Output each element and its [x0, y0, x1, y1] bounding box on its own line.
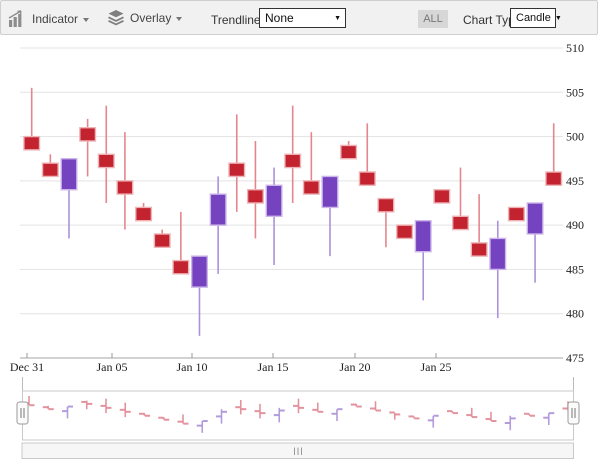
candlestick-chart: 510 505 500 495 490 485 480 475 Dec 31 Jan 05 Jan … — [0, 36, 600, 462]
x-axis-label: Jan 15 — [258, 360, 289, 374]
candlestick[interactable] — [527, 203, 543, 234]
y-axis-label: 480 — [566, 307, 584, 321]
candlestick[interactable] — [154, 234, 170, 247]
indicator-menu-label: Indicator — [32, 12, 78, 26]
y-axis-label: 475 — [566, 351, 584, 365]
candlestick[interactable] — [117, 181, 133, 194]
candlestick[interactable] — [378, 199, 394, 212]
candlestick[interactable] — [509, 207, 525, 220]
candlestick[interactable] — [434, 190, 450, 203]
candlestick[interactable] — [471, 243, 487, 256]
y-axis-label: 485 — [566, 262, 584, 276]
overlay-menu[interactable]: Overlay — [107, 9, 182, 26]
x-axis-label: Jan 10 — [177, 360, 208, 374]
candlestick[interactable] — [285, 154, 301, 167]
chevron-down-icon — [176, 17, 182, 21]
all-range-button[interactable]: ALL — [418, 10, 448, 28]
navigator-right-handle[interactable] — [568, 402, 579, 424]
y-axis-label: 500 — [566, 130, 584, 144]
candlestick[interactable] — [43, 163, 59, 176]
candlestick[interactable] — [546, 172, 562, 185]
candlestick[interactable] — [210, 194, 226, 225]
trendline-select[interactable]: None ▼ — [259, 8, 346, 28]
indicator-chart-icon — [8, 9, 27, 28]
trendline-label: Trendline — [211, 13, 261, 27]
x-axis-label: Jan 05 — [97, 360, 128, 374]
candlestick[interactable] — [490, 238, 506, 269]
chart-app: Indicator Overlay Trendline None ▼ ALL C… — [0, 0, 600, 462]
dropdown-arrow-icon: ▼ — [555, 15, 562, 22]
y-axis-label: 495 — [566, 174, 584, 188]
chart-type-select-value: Candle — [516, 12, 551, 24]
chart-type-select[interactable]: Candle ▼ — [510, 8, 556, 28]
toolbar: Indicator Overlay Trendline None ▼ ALL C… — [0, 0, 598, 35]
y-axis-label: 490 — [566, 218, 584, 232]
dropdown-arrow-icon: ▼ — [334, 15, 341, 22]
candlestick[interactable] — [248, 190, 264, 203]
chevron-down-icon — [83, 18, 89, 22]
candlestick[interactable] — [266, 185, 282, 216]
trendline-select-value: None — [265, 11, 294, 25]
candlestick[interactable] — [415, 221, 431, 252]
candlestick[interactable] — [24, 137, 40, 150]
candlestick[interactable] — [173, 261, 189, 274]
candlestick[interactable] — [136, 207, 152, 220]
x-axis-label: Jan 20 — [340, 360, 371, 374]
overlay-layers-icon — [107, 9, 125, 26]
candlestick[interactable] — [80, 128, 96, 141]
candlestick[interactable] — [98, 154, 114, 167]
candlestick[interactable] — [359, 172, 375, 185]
candlestick[interactable] — [322, 176, 338, 207]
y-axis-label: 510 — [566, 41, 584, 55]
candlestick[interactable] — [304, 181, 320, 194]
indicator-menu[interactable]: Indicator — [8, 9, 89, 28]
navigator-left-handle[interactable] — [17, 402, 28, 424]
candlestick[interactable] — [397, 225, 413, 238]
x-axis-label: Dec 31 — [10, 360, 44, 374]
candlestick[interactable] — [229, 163, 245, 176]
candlestick[interactable] — [453, 216, 469, 229]
x-axis-label: Jan 25 — [421, 360, 452, 374]
y-axis-label: 505 — [566, 85, 584, 99]
candlestick[interactable] — [192, 256, 208, 287]
candlestick[interactable] — [61, 159, 77, 190]
overlay-menu-label: Overlay — [130, 11, 171, 25]
candlestick[interactable] — [341, 145, 357, 158]
